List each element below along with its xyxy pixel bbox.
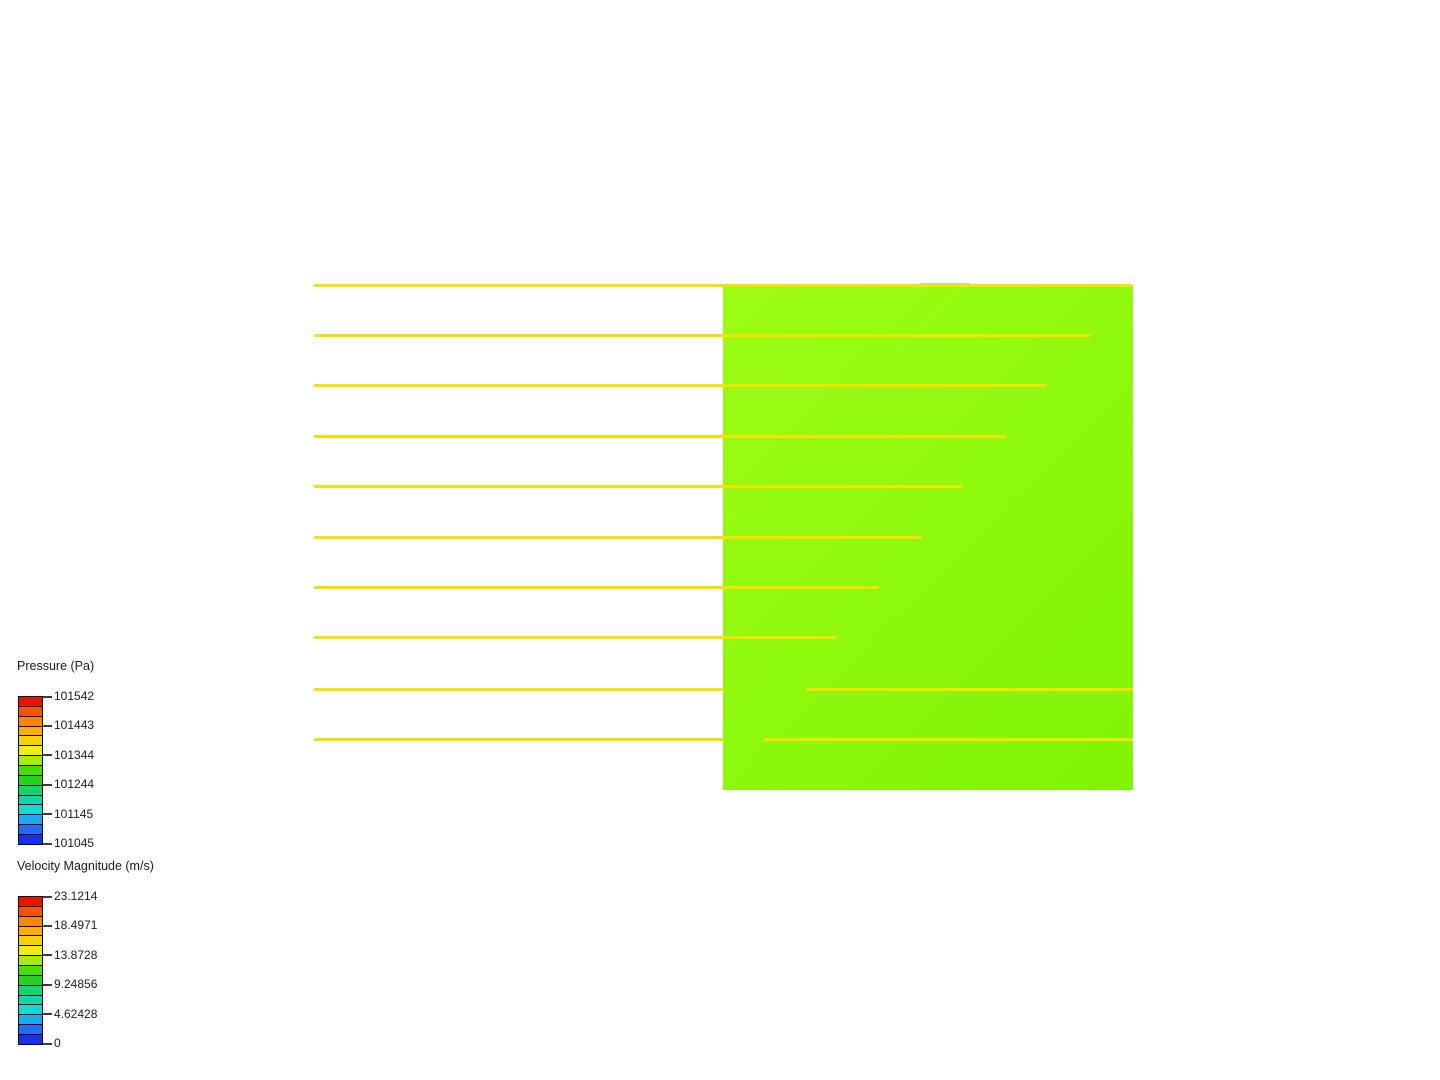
colorbar-band	[19, 774, 42, 785]
legend-tick-label: 101145	[54, 806, 94, 821]
legend-tick-label: 9.24856	[54, 977, 98, 992]
colorbar-band	[19, 955, 42, 966]
colorbar-band	[19, 1014, 42, 1025]
colorbar-band	[19, 935, 42, 946]
velocity-legend: Velocity Magnitude (m/s) 23.1214 18.4971 1…	[17, 859, 167, 1050]
colorbar-band	[19, 915, 42, 926]
legend-tick	[43, 783, 52, 786]
colorbar-band	[19, 814, 42, 825]
colorbar-band	[19, 784, 42, 795]
velocity-colorbar: 23.1214 18.4971 13.8728 9.24856 4.62428 0	[18, 889, 97, 1050]
streamline	[764, 738, 1133, 741]
streamline	[314, 485, 963, 488]
pressure-colorbar: 101542 101443 101344 101244 101145 101045	[18, 689, 94, 850]
legend-tick-label: 101244	[54, 777, 95, 792]
colorbar-band	[19, 925, 42, 936]
legend-tick	[43, 924, 52, 927]
colorbar-band	[19, 1034, 42, 1044]
pressure-colorbar-bands	[18, 696, 43, 845]
legend-tick-label: 101344	[54, 747, 95, 762]
legend-tick	[43, 1042, 52, 1045]
legend-tick	[43, 842, 52, 845]
colorbar-band	[19, 994, 42, 1005]
legend-tick-label: 101542	[54, 689, 95, 703]
legend-tick	[43, 695, 52, 698]
legend-tick-label: 13.8728	[54, 947, 98, 962]
colorbar-band	[19, 965, 42, 975]
legend-tick	[43, 1013, 52, 1016]
legend-tick-label: 0	[54, 1036, 61, 1050]
colorbar-band	[19, 974, 42, 985]
colorbar-band	[19, 765, 42, 775]
streamline	[314, 586, 879, 589]
streamline	[314, 435, 1006, 438]
streamline	[314, 334, 1091, 337]
colorbar-band	[19, 804, 42, 815]
colorbar-band	[19, 794, 42, 805]
legend-tick	[43, 724, 52, 727]
streamline	[314, 636, 837, 639]
colorbar-band	[19, 735, 42, 746]
colorbar-band	[19, 697, 42, 706]
colorbar-band	[19, 1004, 42, 1015]
colorbar-band	[19, 725, 42, 736]
streamline	[806, 688, 1133, 691]
legend-tick	[43, 954, 52, 957]
legend-tick-label: 18.4971	[54, 918, 98, 933]
colorbar-band	[19, 705, 42, 716]
streamline	[314, 688, 723, 691]
legend-tick-label: 101443	[54, 718, 95, 733]
streamline	[314, 384, 1047, 387]
colorbar-band	[19, 897, 42, 906]
pressure-legend-title: Pressure (Pa)	[17, 659, 95, 673]
velocity-legend-title: Velocity Magnitude (m/s)	[17, 859, 154, 873]
colorbar-band	[19, 715, 42, 726]
colorbar-band	[19, 755, 42, 766]
legend-tick	[43, 983, 52, 986]
colorbar-band	[19, 945, 42, 956]
velocity-colorbar-bands	[18, 896, 43, 1045]
legend-tick-label: 23.1214	[54, 889, 98, 903]
colorbar-band	[19, 905, 42, 916]
colorbar-band	[19, 984, 42, 995]
streamline	[314, 284, 1132, 287]
colorbar-band	[19, 745, 42, 756]
colorbar-band	[19, 824, 42, 835]
streamline	[314, 738, 723, 741]
pressure-legend: Pressure (Pa) 101542 101443 101344 101244 10…	[17, 659, 167, 850]
legend-tick	[43, 754, 52, 757]
streamline	[314, 536, 922, 539]
legend-tick-label: 4.62428	[54, 1006, 98, 1021]
colorbar-band	[19, 1024, 42, 1035]
legend-tick	[43, 895, 52, 898]
colorbar-band	[19, 834, 42, 844]
legend-tick-label: 101045	[54, 836, 95, 850]
legend-tick	[43, 813, 52, 816]
